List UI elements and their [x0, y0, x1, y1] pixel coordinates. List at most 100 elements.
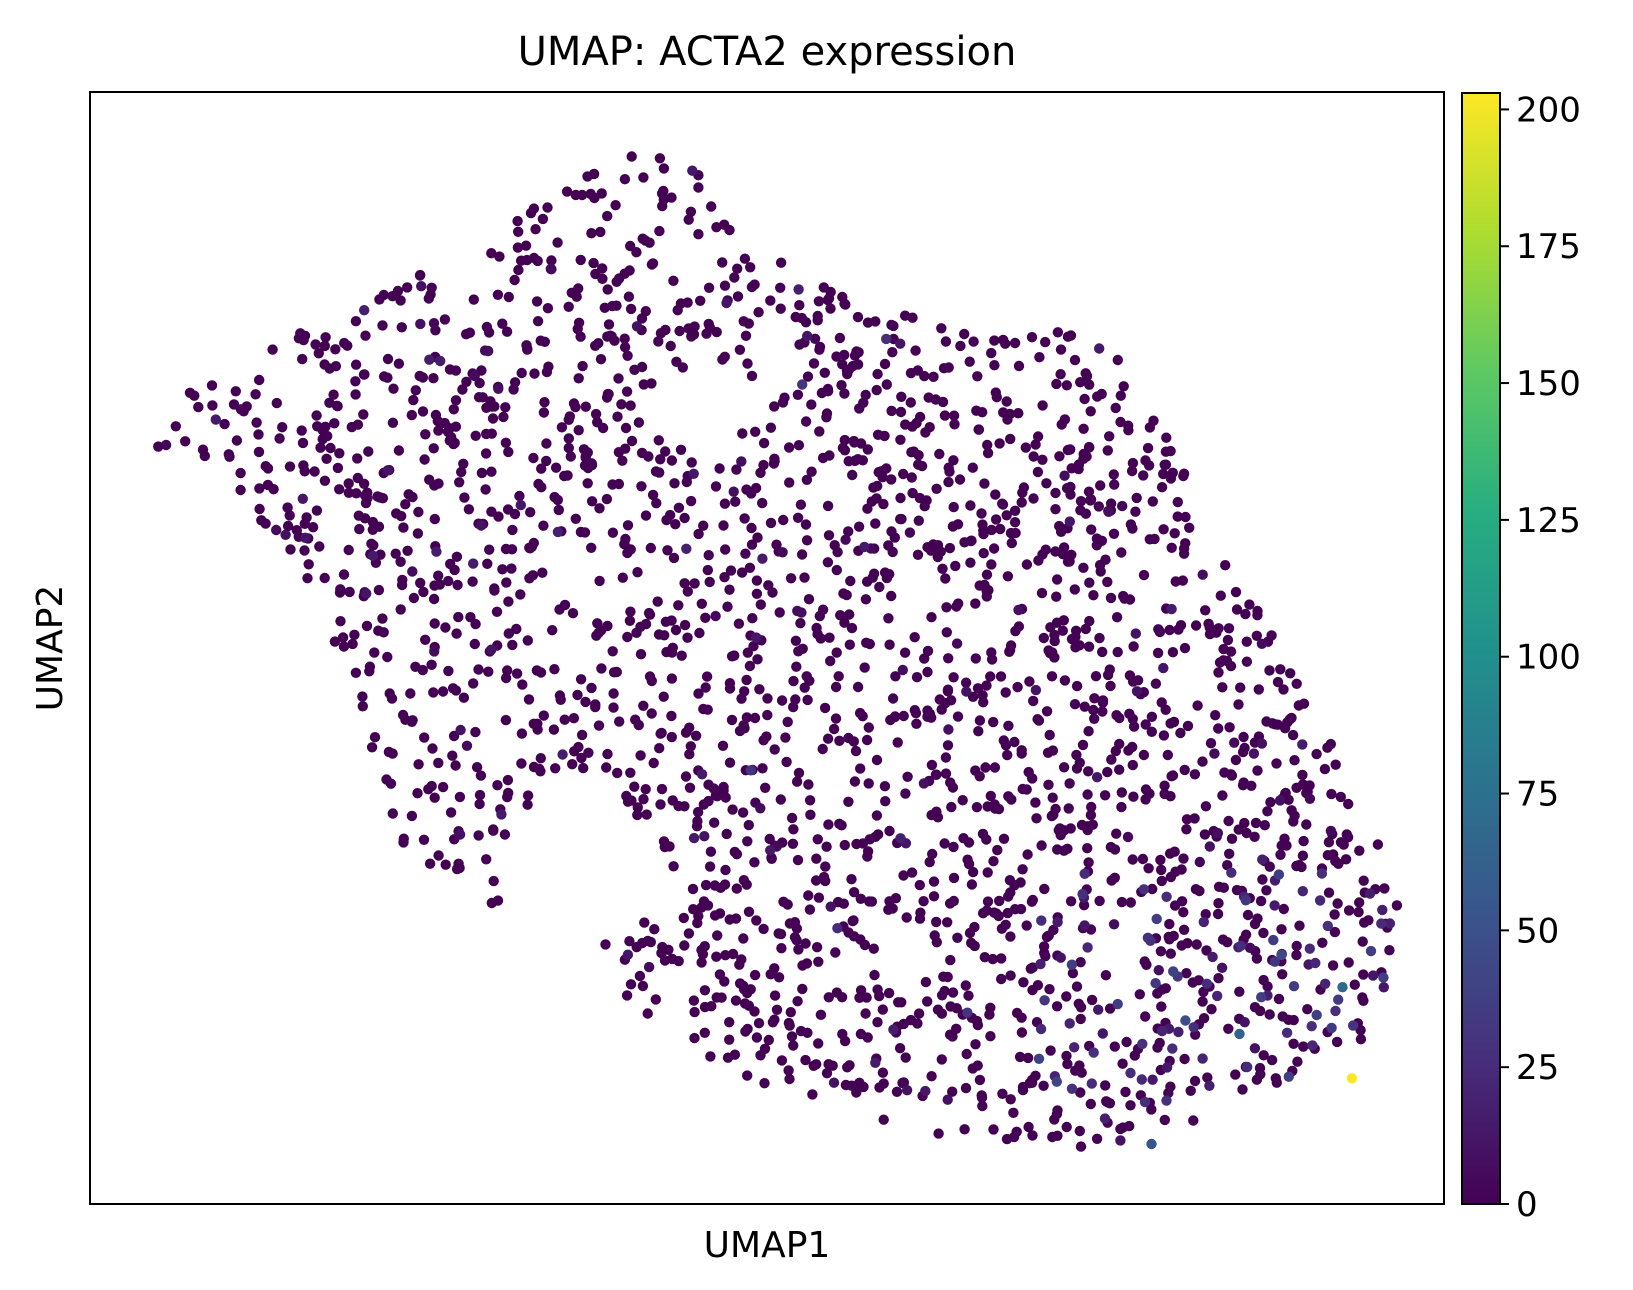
scatter-point — [1147, 496, 1159, 507]
scatter-point — [1164, 624, 1175, 636]
scatter-point — [366, 538, 377, 549]
scatter-point — [914, 879, 925, 891]
scatter-point — [843, 796, 854, 807]
scatter-point — [605, 330, 616, 341]
scatter-point — [1310, 957, 1321, 969]
scatter-point — [457, 384, 468, 395]
scatter-point — [724, 683, 736, 694]
scatter-point — [1066, 463, 1077, 474]
scatter-point — [1028, 451, 1039, 462]
scatter-point — [741, 712, 753, 723]
scatter-point — [928, 876, 940, 887]
colorbar-tick-label: 200 — [1516, 90, 1581, 130]
scatter-point — [553, 504, 564, 516]
scatter-point — [1199, 829, 1211, 840]
scatter-point — [854, 1077, 865, 1089]
scatter-point — [1225, 660, 1237, 672]
scatter-point — [1213, 898, 1224, 909]
scatter-point — [522, 799, 533, 810]
scatter-point — [1302, 1004, 1313, 1015]
scatter-point — [981, 569, 993, 580]
scatter-point — [932, 551, 943, 563]
scatter-point — [1298, 835, 1309, 847]
scatter-point — [1105, 680, 1116, 692]
scatter-point — [765, 422, 777, 433]
scatter-point — [481, 854, 492, 865]
scatter-point — [1207, 951, 1218, 963]
scatter-point — [1322, 920, 1334, 932]
scatter-point — [703, 550, 714, 561]
scatter-point — [418, 586, 429, 598]
scatter-point — [698, 520, 709, 531]
scatter-point — [1159, 459, 1170, 470]
scatter-point — [1234, 1028, 1245, 1040]
scatter-point — [509, 377, 521, 388]
scatter-point — [759, 1043, 771, 1055]
scatter-point — [535, 753, 546, 764]
scatter-point — [335, 616, 346, 627]
scatter-point — [1230, 754, 1242, 766]
scatter-point — [981, 680, 992, 691]
scatter-point — [565, 451, 576, 462]
scatter-point — [643, 961, 655, 973]
scatter-point — [1189, 1075, 1201, 1087]
scatter-point — [575, 254, 586, 266]
scatter-point — [926, 612, 937, 623]
scatter-point — [578, 762, 589, 774]
scatter-point — [1143, 863, 1154, 874]
scatter-point — [931, 916, 942, 928]
scatter-point — [1271, 758, 1282, 769]
scatter-point — [1088, 590, 1099, 601]
scatter-point — [1140, 719, 1151, 730]
scatter-point — [1058, 615, 1070, 626]
scatter-point — [784, 918, 796, 929]
scatter-point — [959, 1124, 970, 1135]
scatter-point — [332, 462, 344, 474]
scatter-point — [1178, 924, 1190, 935]
scatter-point — [812, 834, 823, 845]
scatter-point — [1104, 664, 1116, 675]
scatter-point — [940, 752, 952, 763]
scatter-point — [1052, 916, 1063, 928]
scatter-point — [210, 414, 221, 425]
scatter-point — [1070, 642, 1081, 653]
scatter-point — [432, 415, 443, 427]
scatter-point — [367, 516, 379, 528]
scatter-point — [920, 976, 932, 988]
scatter-point — [1005, 1094, 1016, 1105]
scatter-point — [972, 1019, 984, 1031]
scatter-point — [482, 558, 493, 569]
scatter-point — [634, 970, 646, 982]
scatter-point — [1003, 720, 1014, 731]
scatter-point — [1147, 1074, 1158, 1085]
scatter-point — [791, 661, 802, 672]
scatter-point — [1204, 628, 1216, 640]
scatter-point — [862, 1032, 873, 1043]
scatter-point — [413, 759, 424, 770]
scatter-point — [314, 541, 325, 552]
scatter-point — [330, 361, 342, 372]
scatter-point — [1213, 881, 1225, 892]
scatter-point — [898, 1018, 909, 1030]
scatter-point — [480, 484, 491, 495]
scatter-point — [1213, 723, 1224, 734]
scatter-point — [719, 572, 730, 583]
scatter-point — [1046, 671, 1058, 682]
scatter-point — [821, 841, 832, 852]
scatter-point — [309, 466, 320, 477]
scatter-point — [271, 397, 282, 409]
scatter-point — [966, 937, 977, 949]
scatter-point — [1037, 549, 1048, 560]
scatter-point — [556, 422, 568, 433]
scatter-point — [1242, 909, 1254, 921]
scatter-point — [568, 713, 580, 724]
scatter-point — [625, 606, 636, 617]
scatter-point — [679, 619, 691, 631]
scatter-point — [1197, 996, 1208, 1007]
scatter-point — [1069, 699, 1081, 710]
scatter-point — [781, 756, 792, 768]
scatter-point — [1358, 969, 1369, 980]
scatter-point — [1376, 918, 1387, 929]
scatter-point — [456, 466, 467, 478]
